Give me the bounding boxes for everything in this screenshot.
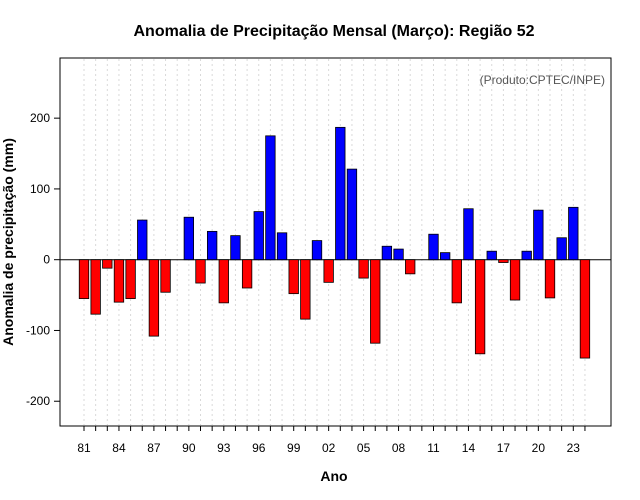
bar-1983	[102, 259, 113, 269]
bar-2022	[556, 237, 567, 261]
bar-1995	[241, 259, 253, 289]
bar-2017	[498, 259, 509, 263]
bar-1996	[253, 211, 264, 261]
y-axis-title: Anomalia de precipitação (mm)	[0, 138, 16, 346]
bar-1993	[218, 259, 229, 304]
y-tick-label: -200	[26, 394, 50, 408]
y-tick-label: -100	[26, 323, 50, 337]
chart-title: Anomalia de Precipitação Mensal (Março):…	[133, 23, 534, 40]
x-tick-label: 02	[322, 441, 336, 455]
x-tick-label: 17	[497, 441, 511, 455]
bar-2003	[335, 126, 346, 261]
bar-2015	[474, 259, 486, 355]
x-axis-title: Ano	[320, 468, 347, 484]
bar-2021	[544, 259, 556, 299]
vertical-grid-lines	[83, 59, 586, 425]
bar-2004	[346, 168, 358, 261]
bar-2011	[428, 233, 439, 261]
bar-1988	[160, 259, 171, 293]
y-axis: -200 -100 0 100 200	[26, 111, 61, 408]
x-axis: 81 84 87 90 93 96 99 02 05 08 11 14 17 20 23	[77, 425, 586, 455]
bar-1990	[183, 216, 195, 261]
bar-2018	[509, 259, 521, 301]
bar-1994	[230, 235, 241, 261]
bar-2005	[358, 259, 369, 279]
bar-1991	[195, 259, 206, 284]
bar-2007	[381, 245, 393, 261]
bar-series	[78, 126, 591, 359]
bar-1981	[78, 259, 90, 300]
x-tick-label: 99	[287, 441, 301, 455]
bar-1985	[125, 259, 136, 300]
x-tick-label: 20	[532, 441, 546, 455]
bar-2013	[451, 259, 462, 304]
bar-1998	[276, 232, 288, 261]
bar-2001	[311, 240, 323, 261]
x-tick-label: 11	[427, 441, 440, 455]
bar-1997	[265, 135, 276, 261]
bar-2012	[439, 252, 451, 261]
x-tick-label: 81	[77, 441, 91, 455]
x-tick-label: 05	[357, 441, 371, 455]
bar-2000	[300, 259, 311, 320]
bar-1982	[90, 259, 101, 315]
bar-2009	[405, 259, 416, 275]
y-tick-label: 0	[43, 253, 50, 267]
bar-1987	[148, 259, 160, 337]
y-tick-label: 100	[30, 182, 50, 196]
bar-1999	[288, 259, 299, 295]
bar-2019	[521, 250, 532, 261]
bar-2024	[579, 259, 591, 359]
bar-1984	[113, 259, 125, 303]
bar-2008	[393, 248, 404, 261]
x-tick-label: 96	[252, 441, 266, 455]
x-tick-label: 08	[392, 441, 406, 455]
x-tick-label: 87	[147, 441, 161, 455]
bar-2023	[568, 206, 579, 261]
x-tick-label: 23	[567, 441, 581, 455]
x-tick-label: 93	[217, 441, 231, 455]
bar-1986	[137, 219, 148, 261]
bar-2020	[533, 209, 544, 261]
x-tick-label: 14	[462, 441, 476, 455]
bar-2002	[323, 259, 334, 283]
x-tick-label: 84	[112, 441, 126, 455]
x-tick-label: 90	[182, 441, 196, 455]
bar-2014	[463, 208, 474, 261]
bar-1992	[206, 230, 218, 261]
bar-2006	[370, 259, 381, 344]
y-tick-label: 200	[30, 111, 50, 125]
source-annotation: (Produto:CPTEC/INPE)	[480, 73, 605, 87]
bar-2016	[486, 250, 497, 261]
